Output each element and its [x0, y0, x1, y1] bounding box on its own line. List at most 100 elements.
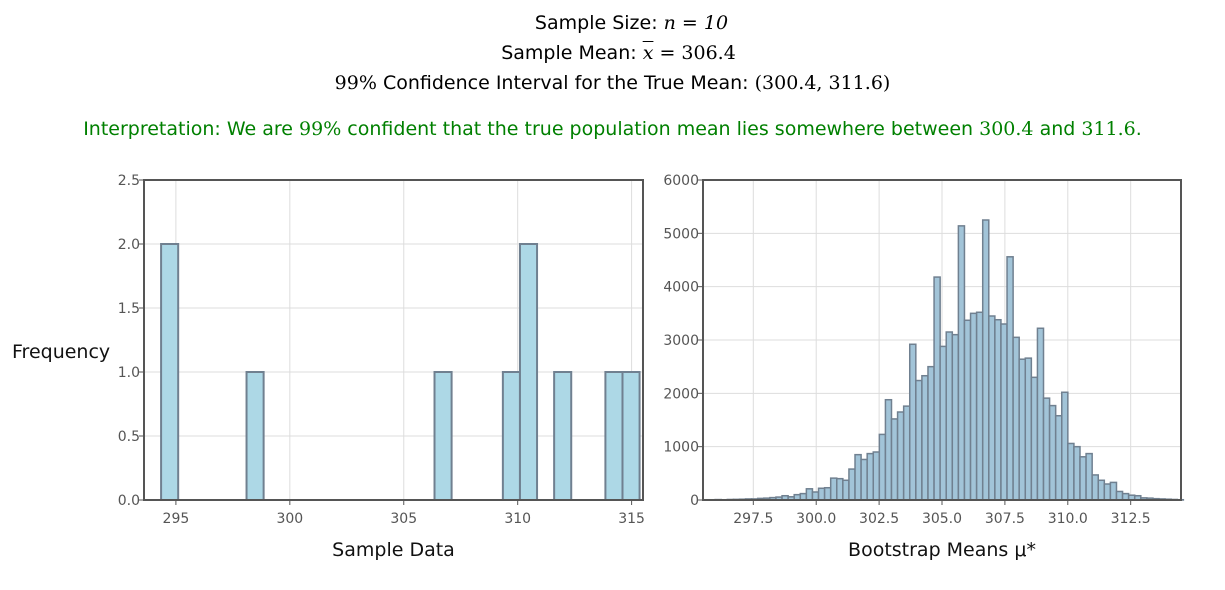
bootstrap-bar: [1012, 336, 1020, 501]
bootstrap-xtick-label: 297.5: [733, 511, 773, 527]
bootstrap-bar: [1103, 483, 1112, 501]
sample-bar: [553, 371, 573, 501]
bootstrap-bar: [1042, 397, 1051, 501]
bootstrap-bar: [884, 398, 893, 501]
sample-bar: [501, 371, 521, 501]
bootstrap-bar: [975, 311, 984, 501]
sample-bar: [518, 243, 539, 501]
sample-ytick-label: 0.0: [118, 493, 140, 509]
bootstrap-bar: [1036, 327, 1045, 501]
ci-label: Confidence Interval for the True Mean:: [382, 72, 749, 94]
sample-bar: [604, 371, 624, 501]
bootstrap-bar: [902, 405, 911, 501]
bootstrap-bar: [963, 319, 972, 501]
sample-xtick-label: 305: [390, 511, 417, 527]
bootstrap-bar: [860, 458, 868, 501]
ci-percent: 99%: [334, 72, 377, 94]
bootstrap-bar: [1000, 323, 1008, 501]
bootstrap-bar: [805, 488, 814, 501]
sample-xtick-label: 300: [276, 511, 303, 527]
bootstrap-ytick-label: 2000: [663, 386, 699, 402]
bootstrap-ytick-label: 1000: [663, 440, 699, 456]
bootstrap-bar: [921, 374, 929, 501]
bootstrap-bar: [1054, 414, 1063, 501]
sample-ylabel: Frequency: [12, 341, 110, 363]
bootstrap-bar: [1048, 404, 1057, 501]
bootstrap-bar: [988, 315, 996, 501]
bootstrap-bar: [939, 345, 947, 501]
bootstrap-bar: [1018, 358, 1027, 501]
sample-histogram: 295 300 305 310 315 0.0 0.5 1.0 1.5 2.0 2.5 Sample …: [12, 173, 645, 561]
sample-ytick-label: 1.5: [118, 301, 140, 317]
bootstrap-bar: [927, 365, 935, 501]
confidence-interval-line: 99% Confidence Interval for the True Mea…: [0, 72, 1225, 94]
bootstrap-bar: [981, 219, 990, 501]
sample-mean-label: Sample Mean:: [501, 42, 637, 64]
ci-value: (300.4, 311.6): [754, 72, 891, 94]
bootstrap-bar: [1067, 442, 1075, 501]
sample-bar: [433, 371, 453, 501]
bootstrap-ytick-label: 4000: [663, 280, 699, 296]
bootstrap-bar: [969, 312, 978, 501]
bootstrap-bar: [848, 468, 856, 501]
sample-mean-line: Sample Mean: x = 306.4: [0, 42, 1225, 64]
sample-bar: [160, 243, 180, 501]
bootstrap-ytick-label: 5000: [663, 226, 699, 242]
bootstrap-bar: [915, 379, 923, 501]
bootstrap-bar: [866, 452, 875, 501]
interp-upper: 311.6: [1081, 118, 1136, 140]
sample-bar: [245, 371, 265, 501]
sample-xlabel: Sample Data: [332, 539, 455, 561]
interpretation-text: Interpretation: We are 99% confident tha…: [0, 118, 1225, 140]
sample-bar: [621, 371, 641, 501]
bootstrap-bar: [1061, 391, 1069, 501]
bootstrap-bar: [836, 477, 844, 501]
interp-part-a: Interpretation: We are: [83, 118, 300, 140]
bootstrap-bar: [854, 453, 862, 501]
bootstrap-ytick-label: 3000: [663, 333, 699, 349]
sample-size-expr: n = 10: [663, 12, 729, 34]
bootstrap-bar: [1073, 445, 1081, 501]
interp-part-d: .: [1135, 118, 1142, 140]
sample-xtick-label: 310: [504, 511, 531, 527]
bootstrap-xtick-label: 305.0: [922, 511, 962, 527]
sample-axes-frame: [143, 179, 644, 501]
bootstrap-bar: [890, 418, 899, 501]
bootstrap-bar: [1109, 481, 1118, 501]
bootstrap-bar: [823, 486, 832, 501]
sample-xtick-label: 315: [618, 511, 645, 527]
interp-percent: 99%: [299, 118, 342, 140]
bootstrap-bar: [842, 479, 850, 501]
sample-ytick-label: 1.0: [118, 365, 140, 381]
bootstrap-xtick-label: 307.5: [985, 511, 1025, 527]
bootstrap-xtick-label: 302.5: [859, 511, 899, 527]
sample-mean-symbol: x: [642, 42, 654, 64]
bootstrap-xtick-label: 312.5: [1111, 511, 1151, 527]
bootstrap-bar: [829, 477, 838, 501]
bootstrap-bar: [896, 411, 905, 501]
sample-size-label: Sample Size:: [534, 12, 658, 34]
bootstrap-bar: [1085, 452, 1093, 501]
sample-ytick-label: 0.5: [118, 429, 140, 445]
bootstrap-bar: [1115, 490, 1124, 501]
interp-part-c: and: [1033, 118, 1082, 140]
bootstrap-bar: [951, 333, 960, 501]
sample-ytick-label: 2.5: [118, 173, 140, 189]
sample-mean-value: = 306.4: [659, 42, 736, 64]
bootstrap-bar: [1091, 474, 1099, 501]
bootstrap-bar: [908, 343, 917, 501]
bootstrap-bar: [933, 276, 941, 501]
sample-ytick-label: 2.0: [118, 237, 140, 253]
bootstrap-bar: [817, 487, 826, 501]
bootstrap-xtick-label: 310.0: [1048, 511, 1088, 527]
bootstrap-bar: [1006, 256, 1014, 501]
bootstrap-bar: [945, 331, 954, 501]
bootstrap-bar: [994, 318, 1002, 501]
bootstrap-xlabel: Bootstrap Means μ*: [848, 539, 1036, 561]
bootstrap-bar: [872, 451, 881, 501]
bootstrap-ytick-label: 6000: [663, 173, 699, 189]
bootstrap-ytick-label: 0: [690, 493, 699, 509]
bootstrap-xtick-label: 300.0: [796, 511, 836, 527]
bootstrap-bar: [1097, 479, 1106, 501]
